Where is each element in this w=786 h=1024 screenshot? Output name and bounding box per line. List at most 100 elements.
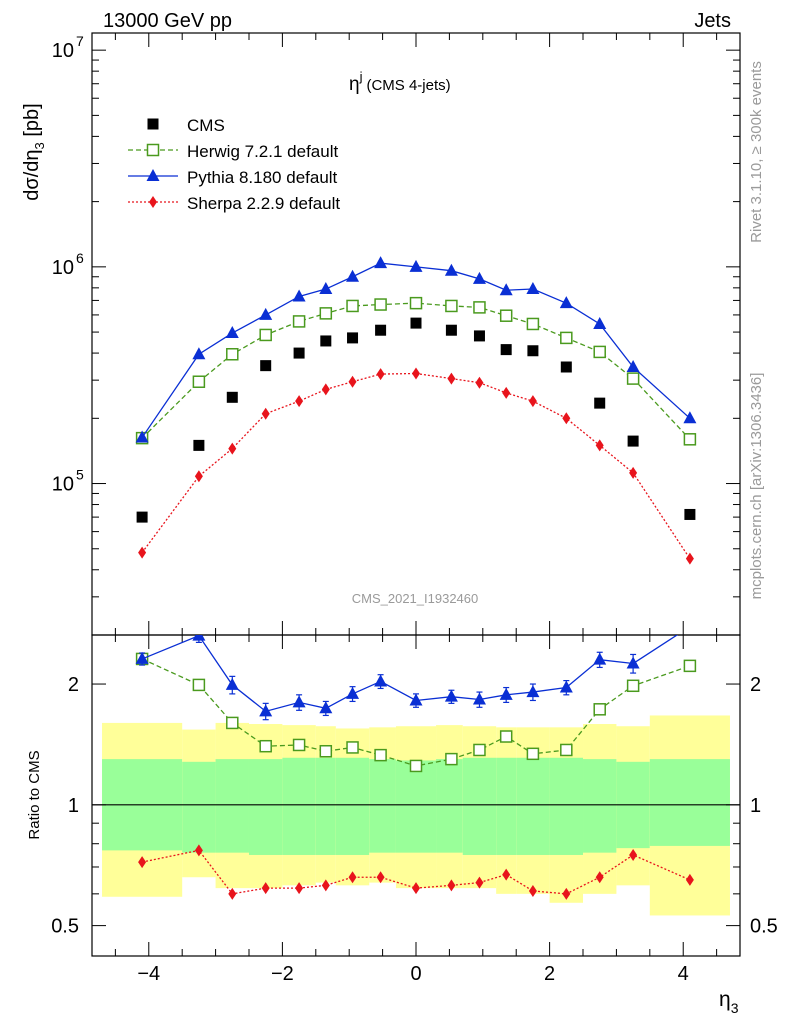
cms-point — [375, 324, 387, 336]
legend-label-pythia: Pythia 8.180 default — [187, 168, 338, 187]
mcplots-label: mcplots.cern.ch [arXiv:1306.3436] — [748, 373, 765, 600]
stat-uncertainty-band — [335, 757, 370, 855]
sherpa-point — [295, 395, 304, 408]
x-tick-label: 2 — [544, 963, 555, 985]
legend: CMS Herwig 7.2.1 default Pythia 8.180 defa… — [128, 116, 340, 213]
sherpa-point — [447, 372, 456, 385]
legend-marker-cms — [147, 118, 159, 130]
sherpa-ratio-point — [138, 856, 147, 869]
pythia-ratio-point — [683, 620, 696, 632]
ratio-y-tick-label-right: 1 — [750, 795, 761, 817]
herwig-ratio-point — [346, 741, 359, 754]
sherpa-ratio-point — [295, 882, 304, 895]
legend-label-cms: CMS — [187, 116, 225, 135]
herwig-ratio-point — [292, 738, 306, 752]
sherpa-point — [595, 439, 604, 452]
main-y-tick-label: 10 — [52, 257, 74, 279]
herwig-ratio-point — [560, 743, 573, 757]
pythia-ratio-point — [135, 651, 149, 664]
herwig-point — [473, 301, 486, 314]
herwig-ratio-point — [683, 659, 697, 673]
herwig-line — [141, 302, 691, 440]
pythia-ratio-point — [444, 689, 458, 702]
sherpa-line — [141, 372, 691, 560]
pythia-point — [444, 263, 458, 276]
sherpa-point — [629, 466, 638, 479]
stat-uncertainty-band — [549, 757, 584, 855]
cms-point — [500, 344, 512, 356]
sherpa-point — [194, 470, 203, 483]
sherpa-ratio-point — [376, 871, 385, 884]
pythia-ratio-point — [319, 701, 333, 714]
stat-uncertainty-band — [516, 757, 550, 855]
pythia-ratio-point — [499, 687, 513, 700]
herwig-ratio-point — [192, 678, 206, 692]
legend-marker-sherpa — [149, 196, 157, 208]
ratio-y-tick-label: 1 — [68, 795, 79, 817]
ratio-y-tick-label: 2 — [68, 674, 79, 696]
pythia-point — [626, 359, 640, 372]
herwig-ratio-point — [259, 739, 272, 753]
herwig-point — [683, 433, 697, 446]
main-y-tick-label: 10 — [52, 474, 74, 496]
x-axis-label: η3 — [719, 988, 739, 1016]
sherpa-point — [562, 412, 571, 425]
x-tick-label: −4 — [137, 963, 160, 985]
pythia-point — [135, 430, 149, 443]
pythia-point — [192, 347, 206, 360]
sherpa-point — [475, 376, 484, 389]
herwig-ratio-point — [445, 752, 458, 766]
cms-point — [226, 391, 238, 403]
pythia-point — [225, 326, 239, 339]
pythia-ratio-point — [626, 656, 640, 669]
sherpa-ratio-point — [562, 887, 571, 900]
herwig-point — [292, 315, 306, 328]
legend-label-sherpa: Sherpa 2.2.9 default — [187, 194, 340, 213]
pythia-point — [499, 283, 513, 296]
cms-point — [193, 439, 205, 451]
stat-uncertainty-band — [496, 757, 517, 855]
rivet-label: Rivet 3.1.10, ≥ 300k events — [748, 61, 765, 243]
cms-point — [320, 335, 332, 347]
ratio-y-tick-label-right: 0.5 — [750, 916, 778, 938]
sherpa-point — [348, 375, 357, 388]
cms-point — [627, 435, 639, 447]
stat-uncertainty-band — [649, 759, 730, 846]
main-y-tick-exponent: 6 — [76, 250, 84, 266]
sherpa-ratio-point — [412, 882, 420, 895]
sherpa-ratio-point — [321, 879, 330, 892]
sherpa-point — [261, 407, 270, 420]
pythia-ratio-point — [225, 677, 239, 690]
stat-uncertainty-band — [282, 757, 316, 855]
main-y-axis-label-sub: 3 — [32, 142, 47, 149]
sherpa-point — [412, 367, 420, 380]
ratio-panel-series — [135, 620, 697, 900]
herwig-ratio-point — [626, 679, 640, 693]
herwig-point — [526, 317, 540, 331]
herwig-point — [560, 331, 573, 345]
herwig-ratio-point — [226, 716, 239, 730]
sherpa-point — [528, 395, 537, 408]
pythia-ratio-point — [192, 635, 206, 641]
pythia-point — [683, 411, 697, 424]
sherpa-ratio-point — [475, 876, 484, 889]
stat-uncertainty-band — [583, 759, 617, 853]
pythia-point — [292, 289, 306, 302]
pythia-point — [319, 282, 333, 295]
sherpa-point — [138, 546, 147, 559]
main-y-tick-exponent: 5 — [76, 467, 84, 483]
herwig-point — [226, 348, 239, 361]
stat-uncertainty-band — [248, 759, 283, 855]
herwig-point — [346, 299, 359, 313]
herwig-ratio-point — [593, 703, 606, 716]
sherpa-point — [321, 383, 330, 396]
herwig-ratio-point — [526, 747, 540, 761]
herwig-point — [593, 345, 606, 359]
main-panel-series — [135, 256, 697, 565]
pythia-ratio-point — [526, 685, 540, 698]
stat-uncertainty-band — [436, 759, 463, 853]
plot-title-sup: j — [359, 69, 363, 84]
cms-point — [293, 347, 305, 359]
